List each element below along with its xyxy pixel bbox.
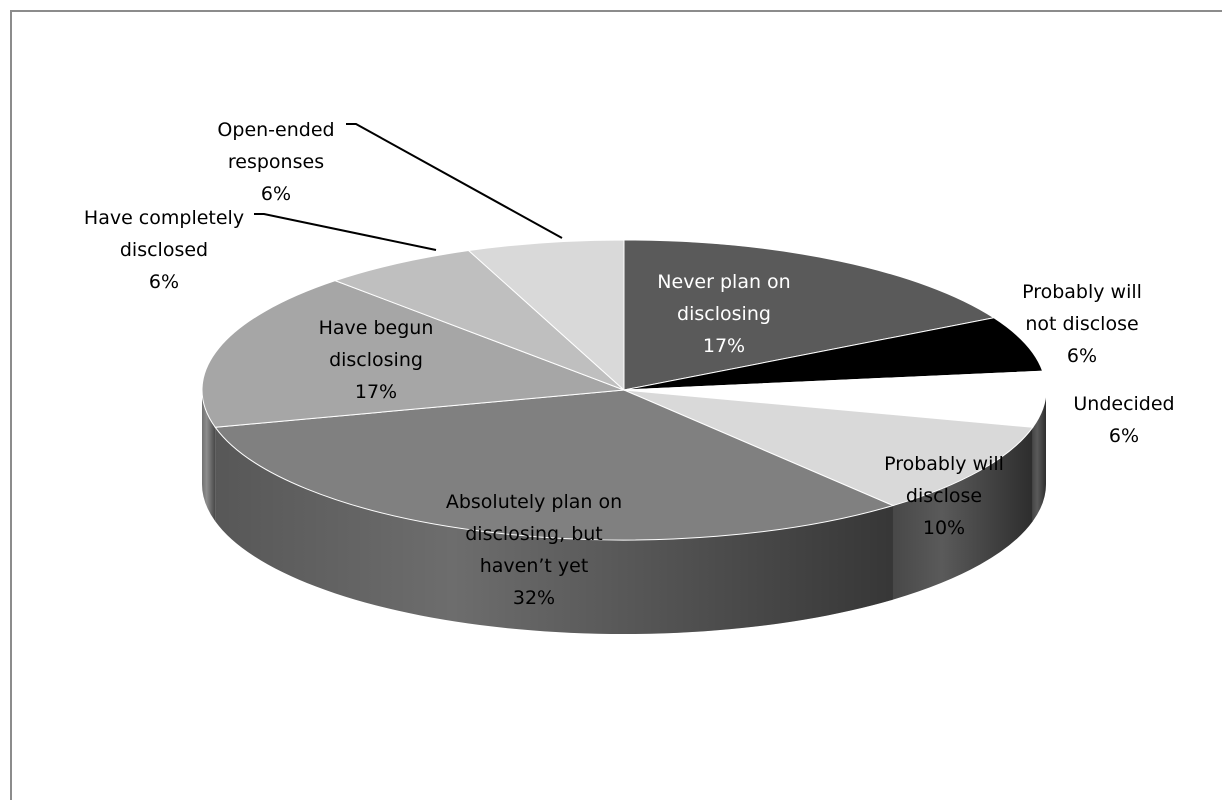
slice-label-probably-will-disclose: Probably will disclose 10% bbox=[884, 448, 1004, 544]
slice-label-value: 17% bbox=[319, 376, 434, 408]
slice-label-line: disclosing bbox=[657, 298, 790, 330]
slice-label-line: Open-ended bbox=[217, 114, 334, 146]
slice-label-never-plan-on-disclosing: Never plan on disclosing 17% bbox=[657, 266, 790, 362]
slice-label-value: 6% bbox=[84, 266, 244, 298]
slice-label-line: disclosing, but bbox=[446, 518, 622, 550]
slice-label-line: responses bbox=[217, 146, 334, 178]
slice-label-line: Never plan on bbox=[657, 266, 790, 298]
slice-label-line: Have begun bbox=[319, 312, 434, 344]
slice-label-line: Absolutely plan on bbox=[446, 486, 622, 518]
slice-label-value: 6% bbox=[217, 178, 334, 210]
pie-chart bbox=[12, 12, 1222, 802]
slice-label-value: 32% bbox=[446, 582, 622, 614]
slice-label-have-begun-disclosing: Have begun disclosing 17% bbox=[319, 312, 434, 408]
slice-label-open-ended-responses: Open-ended responses 6% bbox=[217, 114, 334, 210]
slice-label-line: Probably will bbox=[884, 448, 1004, 480]
leader-line bbox=[254, 214, 436, 250]
slice-label-line: Probably will bbox=[1022, 276, 1142, 308]
slice-label-line: disclose bbox=[884, 480, 1004, 512]
slice-label-absolutely-plan-on-disclosing-but-haven-t-yet: Absolutely plan on disclosing, but haven’t… bbox=[446, 486, 622, 614]
slice-label-undecided: Undecided 6% bbox=[1073, 388, 1174, 452]
slice-label-probably-will-not-disclose: Probably will not disclose 6% bbox=[1022, 276, 1142, 372]
slice-label-value: 10% bbox=[884, 512, 1004, 544]
slice-label-value: 6% bbox=[1022, 340, 1142, 372]
slice-label-line: haven’t yet bbox=[446, 550, 622, 582]
slice-label-value: 6% bbox=[1073, 420, 1174, 452]
leader-line bbox=[346, 124, 562, 238]
slice-label-have-completely-disclosed: Have completely disclosed 6% bbox=[84, 202, 244, 298]
slice-label-value: 17% bbox=[657, 330, 790, 362]
slice-label-line: disclosing bbox=[319, 344, 434, 376]
chart-frame: Never plan on disclosing 17% Probably will n… bbox=[10, 10, 1222, 800]
slice-label-line: Undecided bbox=[1073, 388, 1174, 420]
slice-label-line: disclosed bbox=[84, 234, 244, 266]
slice-label-line: not disclose bbox=[1022, 308, 1142, 340]
